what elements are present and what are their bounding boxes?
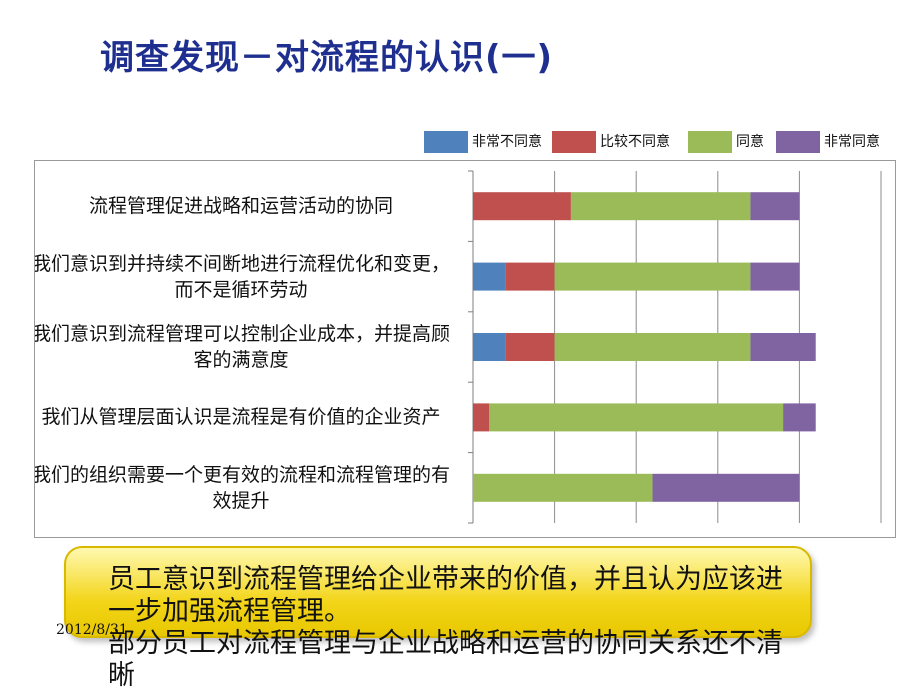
- legend-label: 比较不同意: [600, 134, 670, 150]
- bar-segment: [473, 473, 653, 502]
- legend-label: 同意: [736, 134, 764, 150]
- bar-segment: [554, 333, 751, 361]
- legend-swatch: [776, 131, 820, 153]
- bar-segment: [473, 192, 571, 221]
- bar-segment: [505, 333, 555, 361]
- legend-label: 非常不同意: [472, 134, 542, 150]
- bar-segment: [750, 192, 800, 221]
- summary-text: 员工意识到流程管理给企业带来的价值，并且认为应该进一步加强流程管理。 部分员工对…: [108, 564, 788, 692]
- summary-line-2: 部分员工对流程管理与企业战略和运营的协同关系还不清晰: [108, 628, 783, 691]
- category-label: 我们从管理层面认识是流程是有价值的企业资产: [41, 406, 441, 429]
- bar-segment: [652, 473, 800, 502]
- category-label: 我们的组织需要一个更有效的流程和流程管理的有效提升: [34, 463, 450, 512]
- bar-segment: [473, 333, 506, 361]
- category-label: 我们意识到并持续不间断地进行流程优化和变更，而不是循环劳动: [34, 252, 450, 301]
- bar-segment: [750, 262, 800, 291]
- footer-date: 2012/8/31: [56, 622, 128, 638]
- category-label: 流程管理促进战略和运营活动的协同: [88, 195, 393, 218]
- slide-title: 调查发现－对流程的认识(一): [100, 38, 554, 78]
- legend-swatch: [424, 131, 468, 153]
- summary-callout: [64, 546, 812, 638]
- bar-segment: [505, 262, 555, 291]
- stacked-bar-chart: [468, 170, 882, 524]
- bar-segment: [570, 192, 751, 221]
- summary-line-1: 员工意识到流程管理给企业带来的价值，并且认为应该进一步加强流程管理。: [108, 564, 783, 627]
- legend-swatch: [552, 131, 596, 153]
- bar-segment: [473, 262, 506, 291]
- legend-label: 非常同意: [824, 134, 880, 150]
- bar-segment: [554, 262, 751, 291]
- bar-segment: [489, 403, 784, 432]
- bar-segment: [783, 403, 816, 432]
- bar-segment: [473, 403, 490, 432]
- legend-swatch: [688, 131, 732, 153]
- category-label: 我们意识到流程管理可以控制企业成本，并提高顾客的满意度: [34, 323, 450, 371]
- chart-area: 流程管理促进战略和运营活动的协同我们意识到并持续不间断地进行流程优化和变更，而不…: [34, 160, 896, 538]
- bar-segment: [750, 333, 816, 361]
